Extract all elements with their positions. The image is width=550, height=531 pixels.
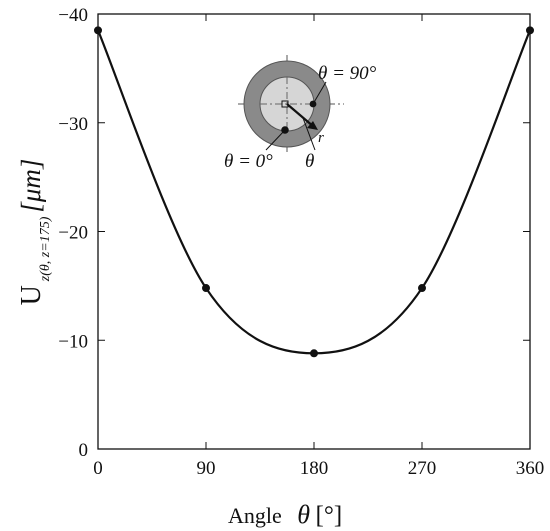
y-axis-label-subscript: z(θ, z=175): [38, 216, 53, 282]
x-axis-label-symbol: θ: [297, 500, 310, 529]
inset-leader-theta: [302, 117, 316, 151]
inset-radius-arrow: [286, 103, 315, 128]
data-point: [526, 26, 534, 35]
y-axis-label-base: U: [16, 285, 47, 305]
svg-text:U z(θ, z=175) [μm]: U z(θ, z=175) [μm]: [16, 159, 53, 306]
y-tick-label: −30: [58, 114, 88, 135]
x-axis-label: Angle θ [°]: [228, 500, 342, 529]
x-tick-label: 180: [300, 458, 329, 479]
x-tick-label: 90: [197, 458, 216, 479]
x-axis-label-unit: [°]: [316, 502, 343, 529]
y-axis-label-unit: [μm]: [16, 159, 46, 213]
inset-leader-0: [265, 129, 286, 151]
y-tick-label: −10: [58, 331, 88, 352]
inset-label-r: r: [318, 130, 324, 146]
y-tick-label: 0: [79, 440, 89, 461]
x-tick-label: 360: [516, 458, 545, 479]
x-tick-label: 0: [93, 458, 103, 479]
y-axis-ticks: 0 −10 −20 −30 −40: [58, 5, 530, 461]
inset-leader-90: [312, 81, 327, 105]
inset-diagram: r θ = 90° θ = 0° θ: [224, 55, 377, 172]
y-tick-label: −20: [58, 223, 88, 244]
y-axis-label: U z(θ, z=175) [μm]: [16, 159, 53, 306]
data-point: [202, 284, 210, 293]
x-axis-ticks: 0 90 180 270 360: [93, 14, 544, 479]
inset-label-theta-0: θ = 0°: [224, 151, 273, 172]
data-point: [418, 284, 426, 293]
x-axis-label-text: Angle: [228, 503, 282, 528]
data-point: [310, 349, 318, 358]
x-tick-label: 270: [408, 458, 437, 479]
y-tick-label: −40: [58, 5, 88, 26]
inset-radius-arrowhead: [307, 121, 318, 130]
inset-label-theta: θ: [305, 151, 314, 172]
inset-label-theta-90: θ = 90°: [318, 63, 377, 84]
data-point: [94, 26, 102, 35]
data-points: [94, 26, 534, 358]
